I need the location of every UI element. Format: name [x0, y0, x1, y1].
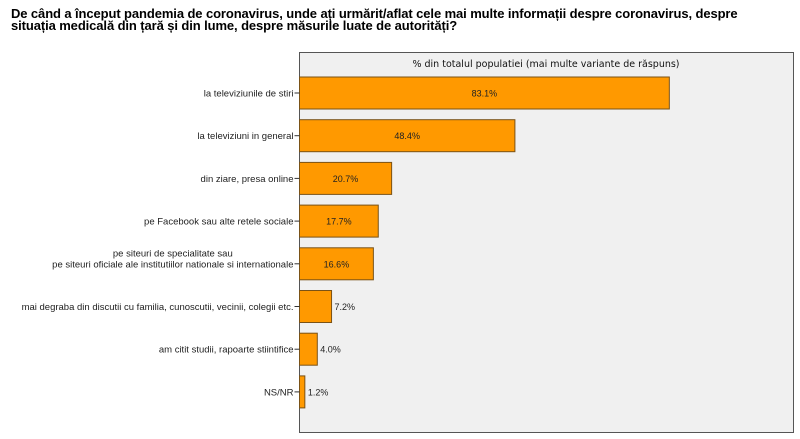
value-label: 20.7%	[333, 174, 359, 184]
category-label: din ziare, presa online	[201, 174, 294, 185]
category-label: mai degraba din discutii cu familia, cun…	[22, 302, 294, 313]
value-label: 1.2%	[308, 387, 329, 397]
value-label: 83.1%	[472, 89, 498, 99]
category-label: pe siteuri oficiale ale institutiilor na…	[52, 248, 293, 270]
bar	[299, 290, 333, 323]
plot-subtitle: % din totalul populatiei (mai multe vari…	[412, 59, 679, 70]
bar	[299, 375, 306, 409]
bar	[299, 332, 318, 366]
category-label-line: pe siteuri oficiale ale institutiilor na…	[52, 259, 293, 270]
bar	[299, 119, 516, 153]
value-label: 7.2%	[335, 302, 356, 312]
value-label: 17.7%	[326, 217, 352, 227]
chart-title-line-2: situația medicală din țară și din lume, …	[11, 18, 458, 33]
chart-title: De când a început pandemia de coronaviru…	[11, 6, 796, 33]
value-label: 16.6%	[324, 259, 350, 269]
category-label: pe Facebook sau alte retele sociale	[144, 217, 293, 228]
category-label: la televiziuni in general	[197, 131, 293, 142]
bar	[299, 76, 670, 110]
category-label: NS/NR	[264, 387, 294, 398]
plot-area	[299, 52, 794, 433]
category-label-line: pe siteuri de specialitate sau	[113, 248, 233, 259]
bars-group: la televiziunile de stiri 83.1% la televiz…	[22, 76, 670, 409]
category-label: la televiziunile de stiri	[204, 89, 294, 100]
value-label: 4.0%	[320, 345, 341, 355]
value-label: 48.4%	[394, 131, 420, 141]
chart-title-line-1: De când a început pandemia de coronaviru…	[11, 6, 738, 21]
category-label: am citit studii, rapoarte stiintifice	[159, 345, 294, 356]
